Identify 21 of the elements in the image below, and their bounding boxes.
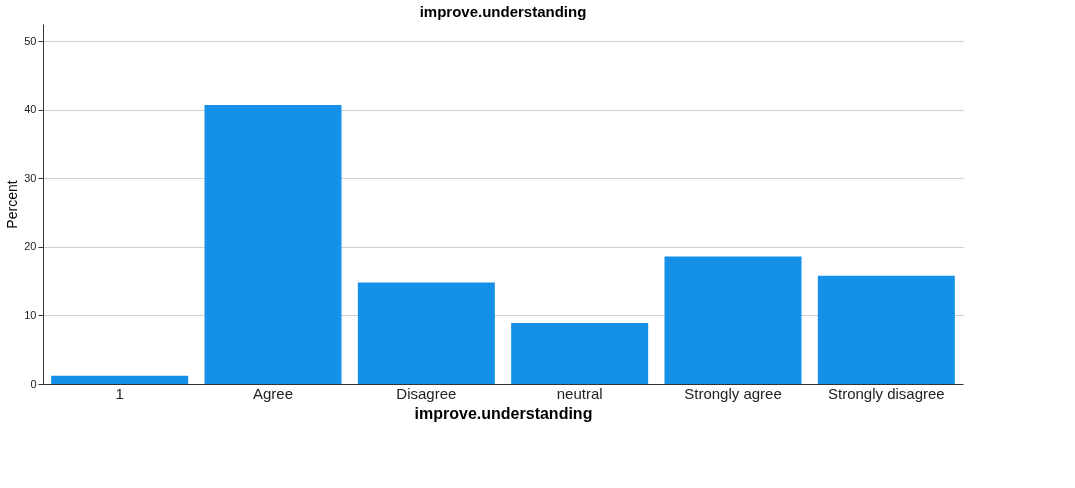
y-axis-title: Percent bbox=[4, 180, 21, 229]
chart-title: improve.understanding bbox=[419, 3, 587, 20]
bar bbox=[204, 104, 342, 384]
x-tick-label: Disagree bbox=[396, 384, 457, 402]
x-tick-label: 1 bbox=[115, 384, 124, 402]
x-axis-title: improve.understanding bbox=[414, 404, 593, 422]
y-tick-label: 30 bbox=[24, 171, 37, 184]
x-tick-label: neutral bbox=[556, 384, 603, 402]
y-tick-label: 10 bbox=[24, 308, 37, 321]
x-tick-label: Strongly disagree bbox=[827, 384, 945, 402]
y-tick-label: 50 bbox=[24, 34, 37, 47]
bar bbox=[51, 375, 189, 384]
bar bbox=[817, 275, 955, 384]
bar bbox=[511, 322, 649, 384]
y-tick-label: 20 bbox=[24, 240, 37, 253]
bar bbox=[664, 256, 802, 384]
bar bbox=[357, 282, 495, 384]
x-tick-label: Strongly agree bbox=[684, 384, 782, 402]
y-tick-label: 40 bbox=[24, 103, 37, 116]
y-tick-label: 0 bbox=[30, 377, 37, 390]
x-tick-label: Agree bbox=[252, 384, 294, 402]
